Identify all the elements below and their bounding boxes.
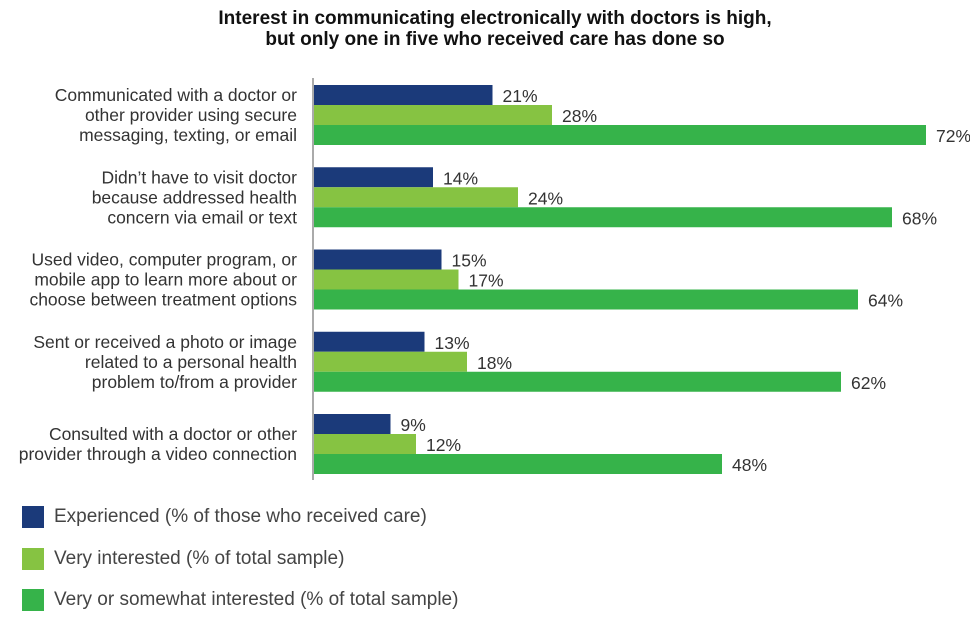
category-label-line: choose between treatment options — [29, 290, 297, 310]
bar-experienced — [314, 331, 425, 352]
category-label-line: Sent or received a photo or image — [33, 332, 297, 352]
bar-experienced — [314, 249, 442, 270]
data-label-very-interested: 17% — [469, 271, 504, 291]
category-label-line: problem to/from a provider — [92, 372, 297, 392]
bar-somewhat-interested — [314, 454, 722, 474]
category-label: Sent or received a photo or image related… — [33, 332, 297, 392]
category-label-line: concern via email or text — [107, 207, 297, 227]
bar-experienced — [314, 167, 433, 188]
legend-swatch-experienced — [22, 506, 44, 528]
bar-somewhat-interested — [314, 289, 858, 310]
category-label: Used video, computer program, or mobile a… — [29, 250, 297, 310]
bar-somewhat-interested — [314, 207, 892, 228]
legend-label-very-interested: Very interested (% of total sample) — [54, 547, 345, 569]
bar-somewhat-interested — [314, 125, 926, 145]
legend-item-somewhat-interested: Very or somewhat interested (% of total … — [22, 589, 458, 611]
chart-title-line-2: but only one in five who received care h… — [265, 29, 725, 50]
data-label-experienced: 13% — [435, 333, 470, 353]
bar-very-interested — [314, 187, 518, 208]
data-label-experienced: 21% — [503, 86, 538, 106]
category-label-line: because addressed health — [92, 187, 297, 207]
category-label-line: other provider using secure — [85, 105, 297, 125]
category-label-line: messaging, texting, or email — [79, 125, 297, 145]
data-label-experienced: 9% — [401, 415, 426, 435]
data-label-experienced: 15% — [452, 251, 487, 271]
data-label-somewhat-interested: 64% — [868, 291, 903, 311]
data-label-very-interested: 18% — [477, 353, 512, 373]
category-label-line: Used video, computer program, or — [31, 250, 297, 270]
bar-very-interested — [314, 434, 416, 454]
category-label-line: Didn’t have to visit doctor — [101, 167, 297, 187]
data-label-somewhat-interested: 68% — [902, 208, 937, 228]
bar-very-interested — [314, 351, 467, 372]
legend-swatch-somewhat-interested — [22, 589, 44, 611]
category-label-line: Communicated with a doctor or — [55, 85, 297, 105]
legend-swatch-very-interested — [22, 547, 44, 570]
chart-title: Interest in communicating electronically… — [0, 8, 970, 50]
data-label-very-interested: 28% — [562, 106, 597, 126]
data-label-somewhat-interested: 62% — [851, 373, 886, 393]
legend-item-very-interested: Very interested (% of total sample) — [22, 547, 458, 570]
data-label-very-interested: 12% — [426, 435, 461, 455]
bar-experienced — [314, 414, 391, 434]
category-label: Consulted with a doctor or other provider… — [19, 424, 297, 464]
bar-chart: Communicated with a doctor or other provi… — [19, 78, 970, 480]
chart-title-line-1: Interest in communicating electronically… — [218, 8, 772, 29]
legend-item-experienced: Experienced (% of those who received car… — [22, 506, 458, 528]
category-label: Communicated with a doctor or other provi… — [55, 85, 297, 145]
bar-very-interested — [314, 269, 459, 290]
data-label-somewhat-interested: 48% — [732, 455, 767, 475]
data-label-very-interested: 24% — [528, 188, 563, 208]
legend-label-experienced: Experienced (% of those who received car… — [54, 506, 427, 527]
category-label-line: provider through a video connection — [19, 444, 297, 464]
category-label-line: mobile app to learn more about or — [34, 270, 297, 290]
bar-experienced — [314, 85, 493, 105]
legend-label-somewhat-interested: Very or somewhat interested (% of total … — [54, 589, 459, 610]
chart-legend: Experienced (% of those who received car… — [22, 506, 458, 631]
category-label-line: Consulted with a doctor or other — [49, 424, 297, 444]
category-label-line: related to a personal health — [85, 352, 297, 372]
bar-very-interested — [314, 105, 552, 125]
data-label-somewhat-interested: 72% — [936, 126, 970, 146]
bar-somewhat-interested — [314, 371, 841, 392]
data-label-experienced: 14% — [443, 168, 478, 188]
category-label: Didn’t have to visit doctor because addre… — [92, 167, 297, 227]
